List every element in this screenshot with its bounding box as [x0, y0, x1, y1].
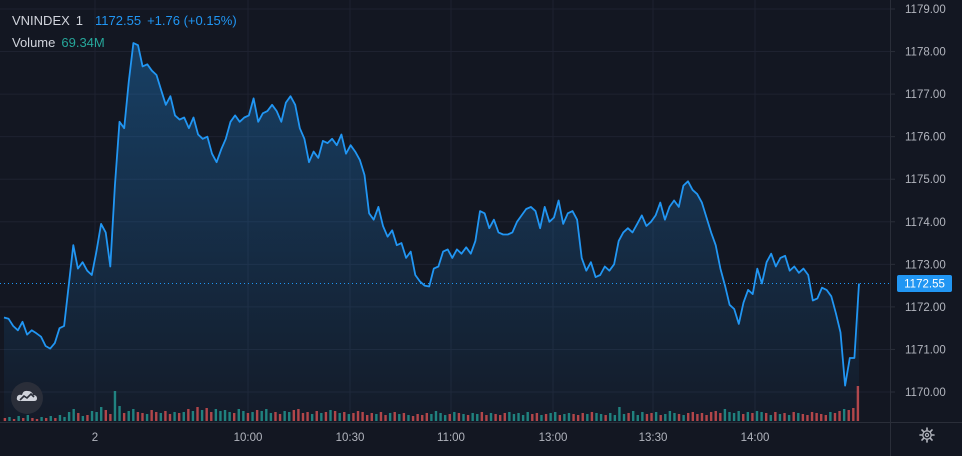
price-tick-label: 1171.00 [905, 344, 946, 356]
time-tick-label: 13:00 [539, 432, 568, 444]
price-change-value: +1.76 (+0.15%) [147, 12, 237, 28]
tradingview-logo-button[interactable] [11, 382, 43, 414]
price-line [3, 42, 860, 387]
symbol-name[interactable]: VNINDEX [12, 12, 70, 28]
price-tick-label: 1177.00 [905, 89, 946, 101]
tradingview-cloud-icon [16, 389, 38, 408]
gear-icon [919, 426, 935, 448]
time-tick-label: 10:30 [336, 432, 365, 444]
price-tick-label: 1170.00 [905, 387, 946, 399]
time-tick-label: 14:00 [741, 432, 770, 444]
time-tick-label: 11:00 [437, 432, 465, 444]
time-tick-label: 13:30 [639, 432, 668, 444]
price-tick-label: 1178.00 [905, 47, 946, 59]
price-tick-label: 1179.00 [905, 4, 946, 16]
time-tick-label: 2 [92, 432, 98, 444]
last-price-tag: 1172.55 [897, 274, 952, 292]
price-tick-label: 1172.00 [905, 302, 946, 314]
volume-label[interactable]: Volume [12, 34, 56, 50]
chart-legend: VNINDEX 1 1172.55 +1.76 (+0.15%) Volume … [12, 9, 237, 53]
legend-volume-row: Volume 69.34M [12, 31, 237, 53]
time-axis[interactable]: 2 10:00 10:30 11:00 13:00 13:30 14:00 [92, 432, 770, 444]
interval-label[interactable]: 1 [75, 12, 84, 28]
price-tick-label: 1175.00 [905, 174, 946, 186]
price-axis[interactable]: 1170.00 1171.00 1172.00 1173.00 1174.00 1175.… [890, 4, 946, 399]
legend-symbol-row: VNINDEX 1 1172.55 +1.76 (+0.15%) [12, 9, 237, 31]
price-tick-label: 1174.00 [905, 217, 946, 229]
time-tick-label: 10:00 [234, 432, 263, 444]
volume-value: 69.34M [61, 34, 105, 50]
last-price-value: 1172.55 [95, 12, 142, 28]
chart-settings-button[interactable] [917, 426, 937, 448]
last-price-tag-label: 1172.55 [904, 278, 945, 290]
price-tick-label: 1173.00 [905, 259, 946, 271]
price-area [4, 43, 859, 422]
price-tick-label: 1176.00 [905, 132, 946, 144]
